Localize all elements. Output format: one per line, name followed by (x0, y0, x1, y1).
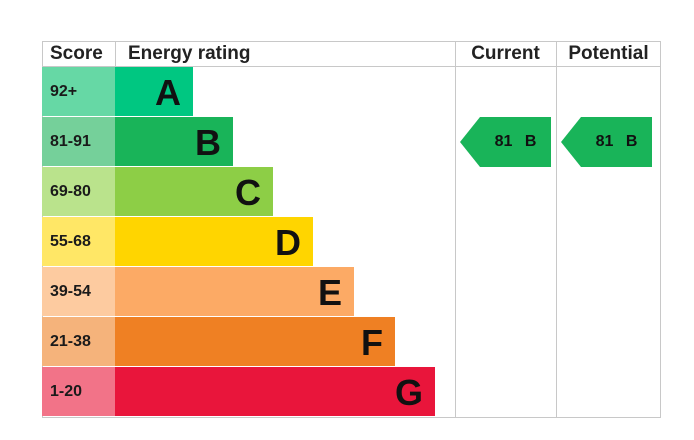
rating-letter-c: C (235, 172, 261, 213)
rating-letter-b: B (195, 122, 221, 163)
current-column-divider (455, 41, 456, 418)
rating-letter-d: D (275, 222, 301, 263)
potential-rating-label: 81 B (595, 133, 638, 150)
potential-column-divider (556, 41, 557, 418)
top-border (42, 41, 661, 42)
rating-bar-e: E (115, 267, 354, 316)
bottom-border (42, 417, 661, 418)
current-header: Current (471, 43, 540, 64)
score-header: Score (50, 43, 103, 64)
score-band-a: 92+ (42, 67, 115, 116)
potential-header: Potential (568, 43, 649, 64)
score-band-d: 55-68 (42, 217, 115, 266)
score-band-b: 81-91 (42, 117, 115, 166)
right-border (660, 41, 661, 418)
rating-bar-g: G (115, 367, 435, 416)
rating-letter-g: G (394, 372, 423, 413)
score-band-g: 1-20 (42, 367, 115, 416)
score-band-e: 39-54 (42, 267, 115, 316)
energy-rating-header: Energy rating (128, 43, 251, 64)
header-divider (42, 66, 661, 67)
rating-bar-a: A (115, 67, 193, 116)
rating-bar-b: B (115, 117, 233, 166)
rating-bar-c: C (115, 167, 273, 216)
score-band-f: 21-38 (42, 317, 115, 366)
score-column-divider (115, 41, 116, 67)
current-arrow-shape (460, 117, 551, 167)
score-band-c: 69-80 (42, 167, 115, 216)
rating-letter-a: A (155, 72, 181, 113)
rating-bar-f: F (115, 317, 395, 366)
rating-bar-d: D (115, 217, 313, 266)
potential-rating-arrow: 81 B (561, 117, 652, 167)
current-rating-label: 81 B (494, 133, 537, 150)
potential-arrow-shape (561, 117, 652, 167)
rating-letter-e: E (317, 272, 342, 313)
rating-letter-f: F (361, 322, 383, 363)
current-rating-arrow: 81 B (460, 117, 551, 167)
